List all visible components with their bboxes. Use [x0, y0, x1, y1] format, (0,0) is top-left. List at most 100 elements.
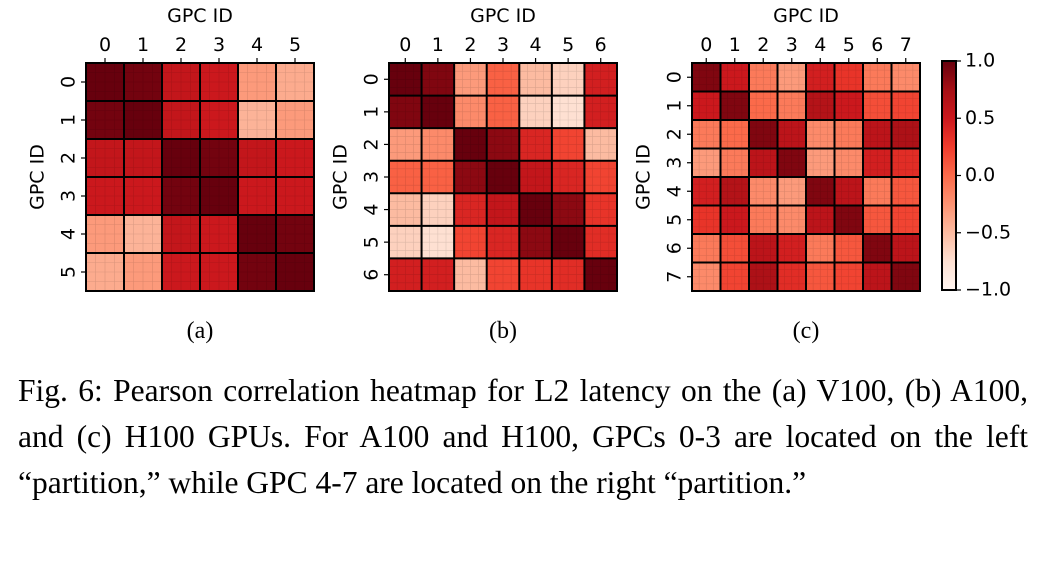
y-tick-label: 0: [361, 73, 383, 85]
heatmap-cell: [124, 177, 163, 216]
heatmap-cell: [389, 95, 422, 129]
heatmap-cell: [749, 120, 778, 149]
colorbar: 1.0 0.5 0.0 −0.5 −1.0: [941, 50, 1011, 301]
heatmap-cell: [454, 95, 488, 129]
heatmap-cell: [777, 120, 807, 149]
x-tick-label: 5: [562, 34, 574, 56]
heatmap-cell: [720, 63, 750, 92]
heatmap-cell: [749, 148, 778, 178]
heatmap-cell: [551, 193, 585, 227]
heatmap-cell: [421, 160, 455, 194]
heatmap-cell: [389, 258, 422, 292]
x-tick-label: 2: [757, 34, 769, 56]
fine-grid: [389, 63, 617, 291]
heatmap-cell: [200, 101, 239, 140]
heatmap-cell: [863, 120, 892, 149]
heatmap-cell: [200, 63, 239, 102]
heatmap-cell: [692, 120, 721, 149]
heatmap-cell: [454, 63, 488, 96]
heatmap-cell: [806, 63, 835, 92]
heatmap-cell: [162, 139, 201, 178]
heatmap-cell: [834, 205, 864, 235]
heatmap-cell: [863, 148, 892, 178]
x-tick-label: 1: [729, 34, 741, 56]
heatmap-cell: [421, 95, 455, 129]
x-tick-label: 0: [700, 34, 712, 56]
heatmap-cell: [486, 160, 520, 194]
heatmap-cell: [86, 177, 125, 216]
heatmap-cell: [806, 205, 835, 235]
subfigure-label: (a): [187, 318, 214, 344]
heatmap-cell: [720, 234, 750, 263]
heatmap-cell: [124, 63, 163, 102]
y-tick-label: 1: [664, 100, 686, 112]
heatmap-cell: [238, 139, 277, 178]
y-tick-label: 2: [58, 152, 80, 164]
heatmap-cell: [863, 234, 892, 263]
heatmap-cell: [720, 91, 750, 121]
colorbar-tick-label: −1.0: [965, 279, 1011, 301]
heatmap-cell: [238, 177, 277, 216]
heatmap-cell: [834, 63, 864, 92]
heatmap-cell: [486, 95, 520, 129]
heatmap-cell: [276, 177, 315, 216]
heatmap-cell: [486, 193, 520, 227]
x-tick-label: 6: [871, 34, 883, 56]
x-tick-label: 0: [399, 34, 411, 56]
heatmap-cell: [806, 262, 835, 292]
x-tick-label: 4: [530, 34, 542, 56]
heatmap-cell: [551, 63, 585, 96]
colorbar-tick-label: 1.0: [965, 50, 995, 72]
heatmap-cell: [584, 95, 618, 129]
heatmap-cell: [389, 160, 422, 194]
heatmap-cell: [162, 253, 201, 292]
heatmap-cell: [86, 63, 125, 102]
heatmap-cell: [692, 91, 721, 121]
colorbar-tick-label: 0.5: [965, 107, 995, 129]
heatmap-cell: [200, 139, 239, 178]
y-tick-label: 6: [664, 242, 686, 254]
heatmap-cell: [421, 193, 455, 227]
figure-caption: Fig. 6: Pearson correlation heatmap for …: [18, 373, 1028, 500]
heatmap-cell: [389, 63, 422, 96]
heatmap-cell: [720, 205, 750, 235]
block-grid: [692, 63, 920, 291]
colorbar-tick-label: −0.5: [965, 221, 1011, 243]
heatmap-cell: [891, 262, 921, 292]
heatmap-cell: [454, 225, 488, 259]
y-tick-label: 3: [664, 157, 686, 169]
heatmap-cell: [162, 63, 201, 102]
y-tick-label: 6: [361, 269, 383, 281]
heatmap-cell: [454, 160, 488, 194]
subfigure-label: (c): [793, 318, 820, 344]
heatmap-cell: [238, 63, 277, 102]
heatmap-cell: [454, 193, 488, 227]
heatmap-cell: [276, 63, 315, 102]
x-tick-label: 5: [843, 34, 855, 56]
heatmap-cell: [162, 177, 201, 216]
heatmap-cell: [891, 148, 921, 178]
heatmap-cell: [276, 139, 315, 178]
heatmap-cell: [86, 139, 125, 178]
heatmap-cell: [486, 128, 520, 162]
heatmap-cell: [519, 160, 553, 194]
y-axis-title: GPC ID: [330, 144, 352, 210]
heatmap-cell: [749, 177, 778, 206]
heatmap-cell: [777, 177, 807, 206]
heatmap-cell: [389, 225, 422, 259]
heatmap-cell: [749, 91, 778, 121]
heatmap-cell: [86, 253, 125, 292]
y-tick-label: 2: [361, 138, 383, 150]
heatmap-cell: [584, 225, 618, 259]
heatmap-cell: [720, 148, 750, 178]
x-axis-title: GPC ID: [470, 5, 536, 27]
heatmap-cell: [834, 177, 864, 206]
heatmap-cell: [749, 205, 778, 235]
heatmap-cell: [200, 177, 239, 216]
heatmap-cell: [519, 95, 553, 129]
heatmap-cell: [777, 148, 807, 178]
x-tick-label: 3: [213, 34, 225, 56]
heatmap-cell: [692, 63, 721, 92]
y-tick-label: 4: [664, 185, 686, 197]
block-grid: [389, 63, 617, 291]
